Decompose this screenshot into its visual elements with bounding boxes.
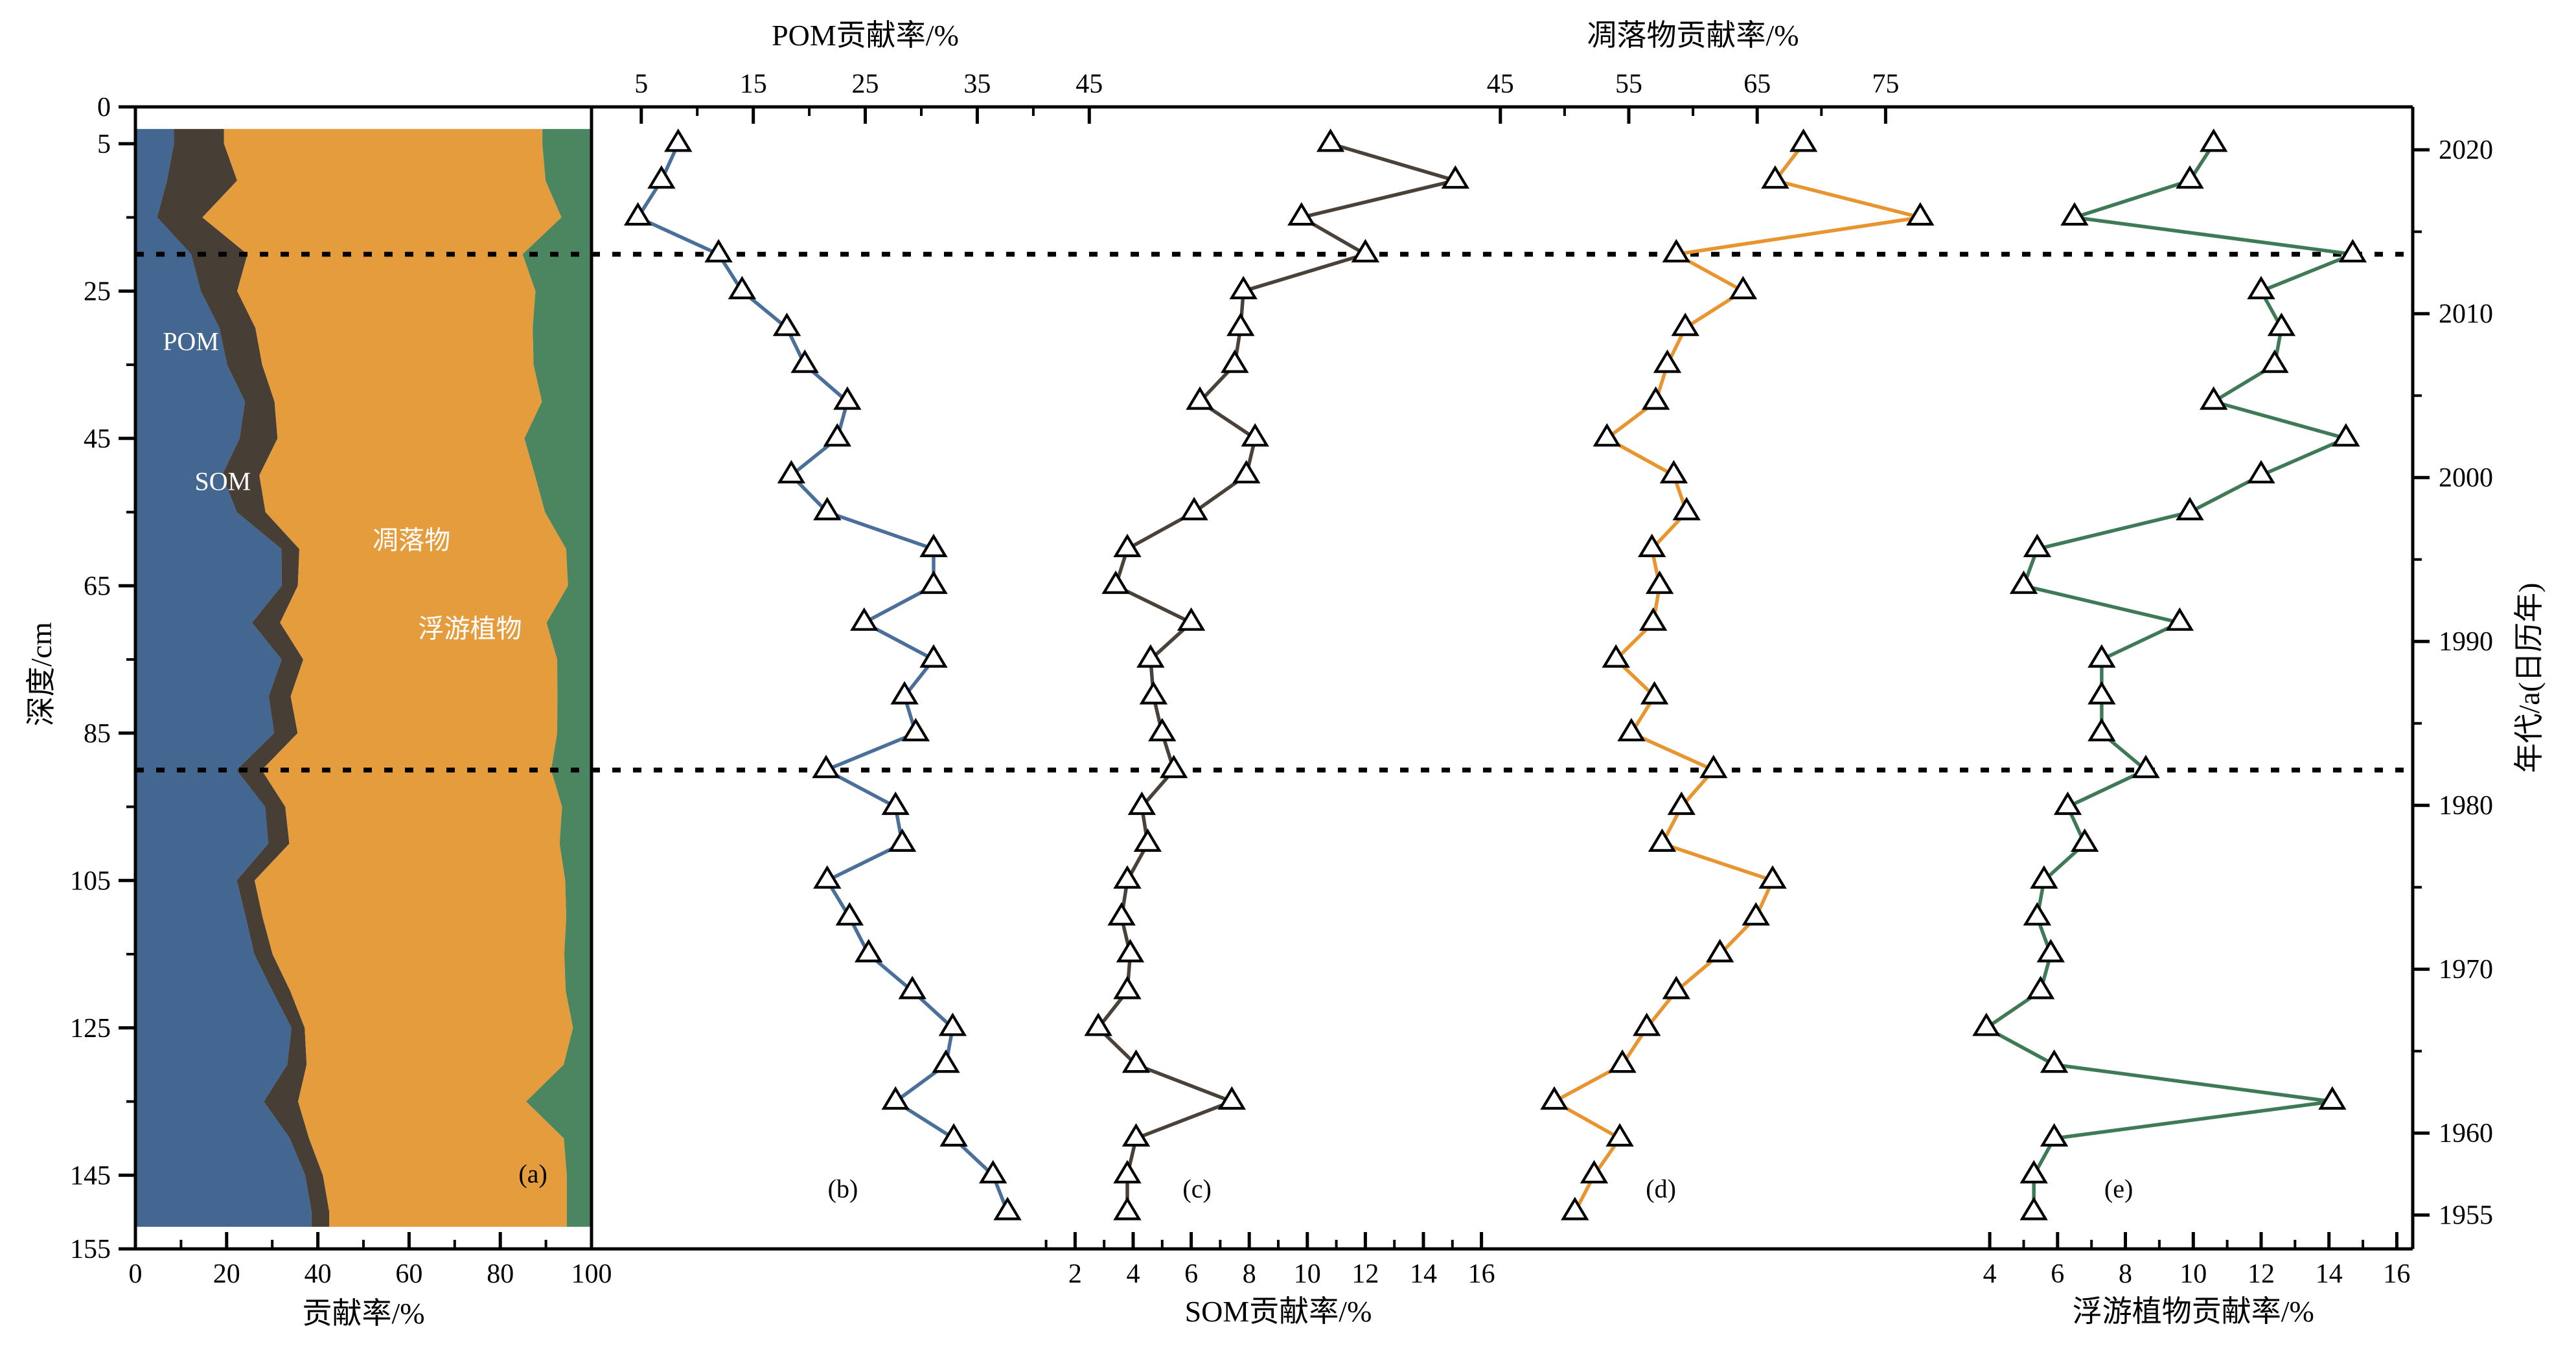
svg-text:(b): (b): [828, 1174, 858, 1203]
svg-text:14: 14: [1410, 1259, 1437, 1289]
svg-text:1960: 1960: [2439, 1119, 2493, 1148]
svg-text:8: 8: [2119, 1259, 2132, 1289]
svg-text:1970: 1970: [2439, 955, 2493, 985]
svg-text:14: 14: [2316, 1259, 2343, 1289]
svg-text:10: 10: [2179, 1259, 2207, 1289]
svg-text:(d): (d): [1646, 1174, 1676, 1203]
svg-text:浮游植物贡献率/%: 浮游植物贡献率/%: [2073, 1295, 2314, 1328]
svg-text:10: 10: [1294, 1259, 1321, 1289]
svg-text:凋落物贡献率/%: 凋落物贡献率/%: [1587, 19, 1799, 52]
svg-text:1990: 1990: [2439, 627, 2493, 657]
svg-text:5: 5: [97, 130, 111, 159]
svg-text:凋落物: 凋落物: [373, 526, 450, 555]
svg-text:8: 8: [1243, 1259, 1256, 1289]
svg-text:20: 20: [213, 1259, 240, 1289]
svg-text:5: 5: [634, 69, 648, 99]
svg-text:45: 45: [1075, 69, 1103, 99]
svg-text:65: 65: [84, 571, 111, 601]
svg-text:80: 80: [487, 1259, 514, 1289]
svg-text:(e): (e): [2104, 1174, 2133, 1203]
svg-text:105: 105: [70, 866, 111, 896]
svg-text:SOM: SOM: [195, 467, 251, 496]
svg-text:0: 0: [97, 93, 111, 122]
svg-text:4: 4: [1127, 1259, 1140, 1289]
svg-text:145: 145: [70, 1161, 111, 1191]
svg-text:16: 16: [1468, 1259, 1495, 1289]
svg-text:2020: 2020: [2439, 135, 2493, 165]
svg-text:1955: 1955: [2439, 1201, 2493, 1231]
svg-text:年代/a(日历年): 年代/a(日历年): [2513, 583, 2546, 773]
svg-text:POM: POM: [163, 326, 219, 356]
svg-text:45: 45: [1487, 69, 1514, 99]
svg-text:15: 15: [740, 69, 767, 99]
svg-text:POM贡献率/%: POM贡献率/%: [772, 19, 959, 52]
svg-text:贡献率/%: 贡献率/%: [302, 1297, 424, 1330]
svg-text:浮游植物: 浮游植物: [419, 614, 522, 643]
svg-text:45: 45: [84, 424, 111, 454]
svg-text:16: 16: [2383, 1259, 2410, 1289]
svg-text:85: 85: [84, 719, 111, 749]
svg-text:1980: 1980: [2439, 791, 2493, 821]
svg-text:深度/cm: 深度/cm: [25, 622, 58, 726]
svg-text:SOM贡献率/%: SOM贡献率/%: [1185, 1295, 1372, 1328]
svg-text:35: 35: [963, 69, 991, 99]
svg-text:2000: 2000: [2439, 463, 2493, 493]
svg-text:25: 25: [84, 277, 111, 306]
svg-text:6: 6: [2051, 1259, 2064, 1289]
svg-text:2010: 2010: [2439, 299, 2493, 329]
svg-text:12: 12: [2248, 1259, 2275, 1289]
svg-text:155: 155: [70, 1235, 111, 1264]
svg-text:100: 100: [571, 1259, 612, 1289]
svg-text:65: 65: [1743, 69, 1771, 99]
svg-text:(a): (a): [518, 1160, 547, 1189]
svg-text:125: 125: [70, 1014, 111, 1044]
svg-text:60: 60: [395, 1259, 422, 1289]
svg-text:6: 6: [1184, 1259, 1198, 1289]
svg-text:4: 4: [1983, 1259, 1997, 1289]
svg-text:2: 2: [1068, 1259, 1082, 1289]
svg-text:12: 12: [1351, 1259, 1379, 1289]
svg-text:25: 25: [852, 69, 879, 99]
svg-text:75: 75: [1872, 69, 1899, 99]
svg-text:(c): (c): [1182, 1174, 1211, 1203]
svg-text:55: 55: [1615, 69, 1642, 99]
svg-text:0: 0: [129, 1259, 143, 1289]
svg-text:40: 40: [305, 1259, 332, 1289]
